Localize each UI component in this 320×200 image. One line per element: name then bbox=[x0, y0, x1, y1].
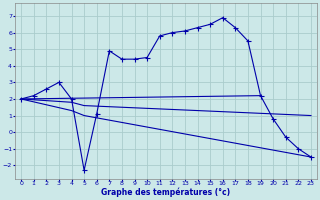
X-axis label: Graphe des températures (°c): Graphe des températures (°c) bbox=[101, 188, 231, 197]
